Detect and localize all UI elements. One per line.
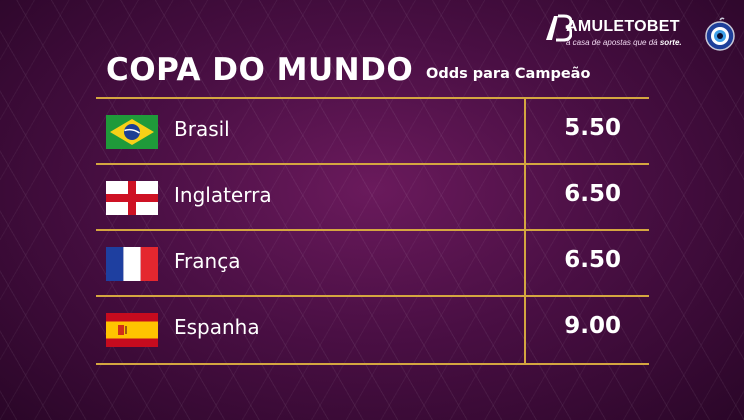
table-row: Inglaterra 6.50 [96, 164, 649, 230]
table-row: França 6.50 [96, 230, 649, 296]
table-divider [96, 97, 649, 99]
brand-tagline: a casa de apostas que dá sorte. [566, 38, 682, 47]
table-divider [96, 229, 649, 231]
brand-name: AMULETOBET [566, 18, 680, 35]
page-subtitle: Odds para Campeão [426, 66, 591, 82]
evil-eye-amulet-icon [705, 17, 735, 51]
amuletobet-logo: AMULETOBET a casa de apostas que dá sort… [544, 10, 740, 56]
team-name: Brasil [174, 117, 230, 141]
column-divider [524, 97, 526, 365]
logo-mark-icon [546, 14, 572, 42]
team-odds: 6.50 [564, 247, 621, 273]
team-odds: 6.50 [564, 181, 621, 207]
team-odds: 5.50 [564, 115, 621, 141]
brazil-flag-icon [106, 115, 158, 149]
team-odds: 9.00 [564, 313, 621, 339]
odds-table: Brasil 5.50 Inglaterra 6.50 França 6.50 … [96, 97, 649, 365]
table-divider [96, 295, 649, 297]
france-flag-icon [106, 247, 158, 281]
table-row: Brasil 5.50 [96, 98, 649, 164]
team-name: França [174, 249, 241, 273]
table-row: Espanha 9.00 [96, 296, 649, 362]
england-flag-icon [106, 181, 158, 215]
team-name: Espanha [174, 315, 260, 339]
table-divider [96, 363, 649, 365]
team-name: Inglaterra [174, 183, 272, 207]
table-divider [96, 163, 649, 165]
spain-flag-icon [106, 313, 158, 347]
page-title: COPA DO MUNDO [106, 52, 414, 88]
